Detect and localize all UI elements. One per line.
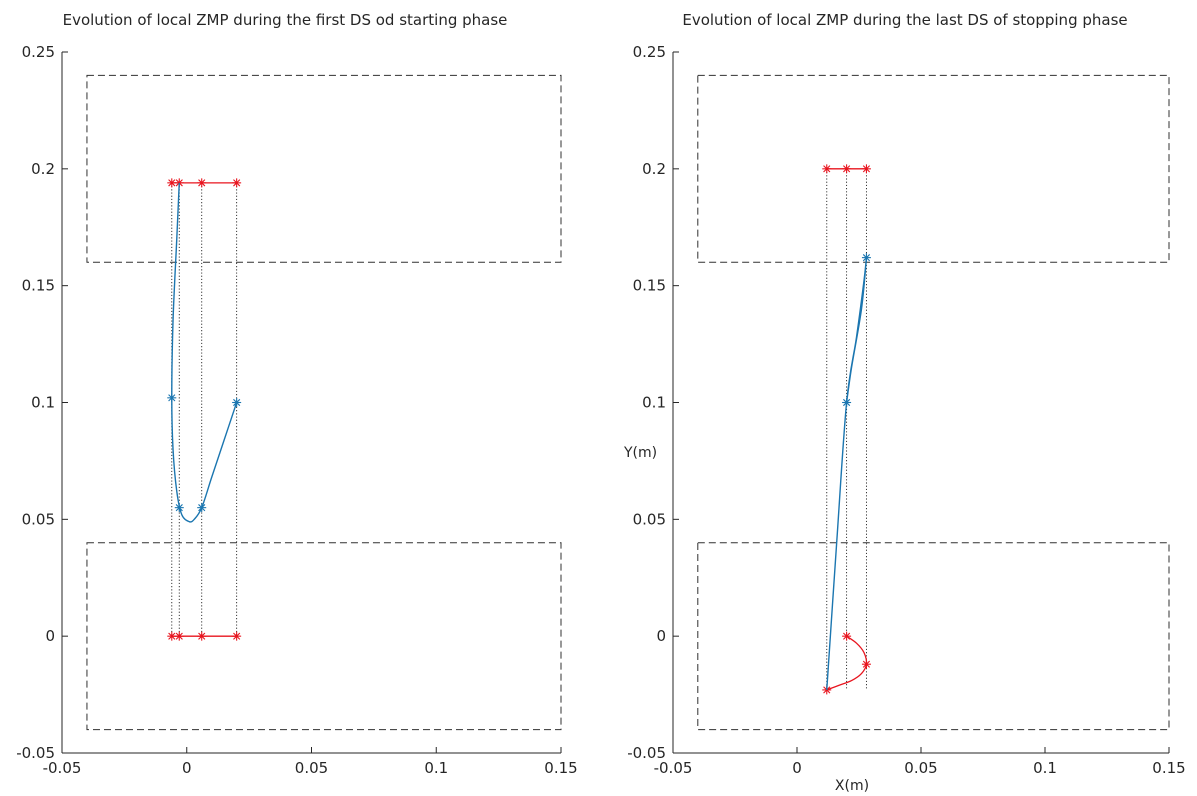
left-y-tick-label: -0.05 <box>16 744 55 762</box>
right-y-axis-label: Y(m) <box>623 445 657 461</box>
left-x-tick-label: 0.1 <box>424 759 448 777</box>
right-x-tick-label: 0 <box>792 759 802 777</box>
right-y-tick-label: 0.15 <box>633 277 666 295</box>
left-y-tick-label: 0.1 <box>31 394 55 412</box>
left-foot-rect-upper <box>86 74 562 263</box>
right-blue-marker <box>842 398 852 407</box>
left-y-tick-label: 0.25 <box>22 43 55 61</box>
right-plot: Evolution of local ZMP during the last D… <box>623 11 1186 794</box>
left-blue-marker <box>174 503 184 513</box>
right-x-axis-label: X(m) <box>835 778 869 794</box>
left-y-tick-label: 0.15 <box>22 277 55 295</box>
right-y-tick-label: 0.05 <box>633 510 666 528</box>
right-y-tick-label: 0.2 <box>642 160 666 178</box>
right-x-tick-label: 0.05 <box>904 759 937 777</box>
left-y-tick-label: 0.2 <box>31 160 55 178</box>
right-plot-title: Evolution of local ZMP during the last D… <box>682 11 1127 29</box>
right-x-tick-label: -0.05 <box>654 759 693 777</box>
right-red-marker <box>842 631 852 641</box>
right-red-marker <box>822 164 832 174</box>
right-x-tick-label: 0.1 <box>1033 759 1057 777</box>
right-red-line <box>826 635 868 691</box>
left-red-marker <box>197 631 207 641</box>
left-red-marker <box>232 178 242 188</box>
left-blue-trajectory <box>171 182 238 523</box>
right-blue-trajectory <box>826 256 868 690</box>
left-blue-marker <box>197 503 207 513</box>
right-red-marker <box>861 659 871 669</box>
left-red-marker <box>197 178 207 188</box>
right-y-tick-label: -0.05 <box>627 744 666 762</box>
left-x-tick-label: 0.15 <box>544 759 577 777</box>
left-x-tick-label: -0.05 <box>43 759 82 777</box>
left-blue-marker <box>232 398 242 407</box>
left-plot-title: Evolution of local ZMP during the first … <box>63 11 508 29</box>
right-red-marker <box>842 164 852 174</box>
right-y-tick-label: 0.1 <box>642 394 666 412</box>
right-blue-marker <box>861 253 871 263</box>
left-red-marker <box>232 631 242 641</box>
left-foot-rect-lower <box>86 542 562 731</box>
left-blue-marker <box>167 393 177 403</box>
left-red-marker <box>174 631 184 641</box>
right-y-tick-label: 0 <box>656 627 666 645</box>
right-red-marker <box>861 164 871 174</box>
left-red-marker <box>167 631 177 641</box>
left-plot: Evolution of local ZMP during the first … <box>16 11 578 777</box>
left-x-tick-label: 0 <box>182 759 192 777</box>
left-y-tick-label: 0.05 <box>22 510 55 528</box>
right-foot-rect-lower <box>697 542 1170 731</box>
right-x-tick-label: 0.15 <box>1152 759 1185 777</box>
left-y-tick-label: 0 <box>45 627 55 645</box>
right-foot-rect-upper <box>697 74 1170 263</box>
left-x-tick-label: 0.05 <box>295 759 328 777</box>
right-y-tick-label: 0.25 <box>633 43 666 61</box>
